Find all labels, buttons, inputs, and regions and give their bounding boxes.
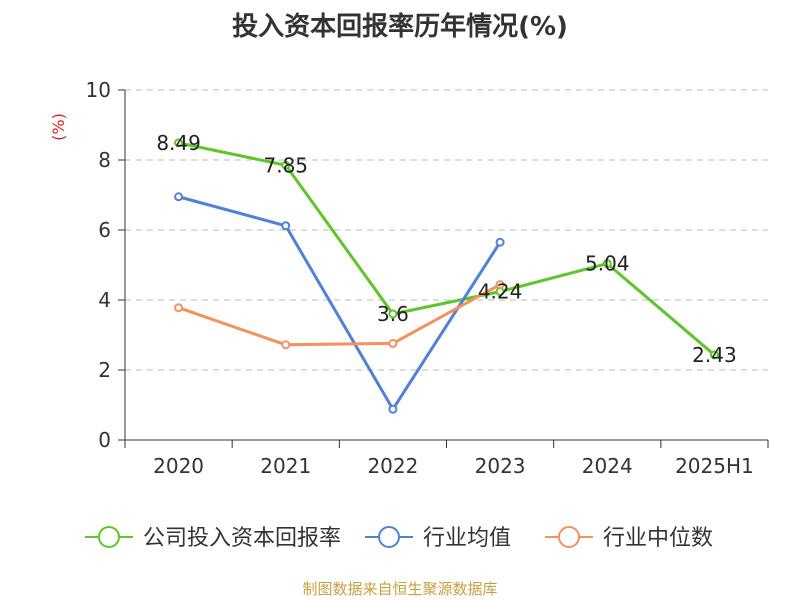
- x-tick-label: 2025H1: [675, 454, 754, 478]
- legend-marker: [558, 526, 580, 548]
- data-label: 5.04: [585, 252, 630, 276]
- source-note: 制图数据来自恒生聚源数据库: [302, 580, 498, 598]
- data-point: [281, 160, 291, 170]
- series-line: [178, 283, 501, 347]
- data-label: 4.24: [478, 280, 523, 304]
- data-label: 8.49: [156, 131, 201, 155]
- y-tick-label: 2: [98, 358, 111, 382]
- chart-title: 投入资本回报率历年情况(%): [232, 12, 568, 42]
- data-point: [281, 340, 291, 350]
- y-tick-label: 0: [98, 428, 111, 452]
- x-tick-label: 2023: [475, 454, 526, 478]
- data-point: [709, 350, 719, 360]
- legend-label: 公司投入资本回报率: [143, 526, 341, 551]
- legend-marker: [378, 526, 400, 548]
- y-tick-label: 10: [86, 78, 111, 102]
- series-line: [178, 141, 716, 357]
- data-point: [388, 309, 398, 319]
- gridlines: [125, 89, 768, 371]
- data-point: [174, 138, 184, 148]
- data-point: [388, 404, 398, 414]
- y-tick-label: 6: [98, 218, 111, 242]
- x-tick-label: 2024: [582, 454, 633, 478]
- x-tick-label: 2022: [367, 454, 418, 478]
- x-tick-label: 2020: [153, 454, 204, 478]
- series-line: [178, 195, 502, 411]
- series-lines: [174, 138, 719, 414]
- data-point: [495, 280, 505, 290]
- data-point: [281, 221, 291, 231]
- y-tick-label: 4: [98, 288, 111, 312]
- data-label: 7.85: [263, 153, 308, 177]
- y-tick-label: 8: [98, 148, 111, 172]
- x-tick-label: 2021: [260, 454, 311, 478]
- data-label: 3.6: [377, 302, 409, 326]
- y-axis-label: (%): [49, 113, 68, 141]
- data-label: 2.43: [692, 343, 737, 367]
- legend-label: 行业中位数: [603, 526, 713, 551]
- legend-marker: [98, 526, 120, 548]
- data-point: [174, 303, 184, 313]
- data-labels: 8.49 7.85 3.6 4.24 5.04 2.43: [156, 131, 736, 367]
- data-point: [388, 338, 398, 348]
- data-point: [495, 237, 505, 247]
- data-point: [602, 259, 612, 269]
- axes: 0 2 4 6 8 10 (%) 2020 2021 2022 2023 2024 2025H1: [49, 78, 769, 478]
- data-point: [174, 192, 184, 202]
- legend-label: 行业均值: [423, 526, 511, 551]
- legend: 公司投入资本回报率 行业均值 行业中位数: [85, 526, 713, 551]
